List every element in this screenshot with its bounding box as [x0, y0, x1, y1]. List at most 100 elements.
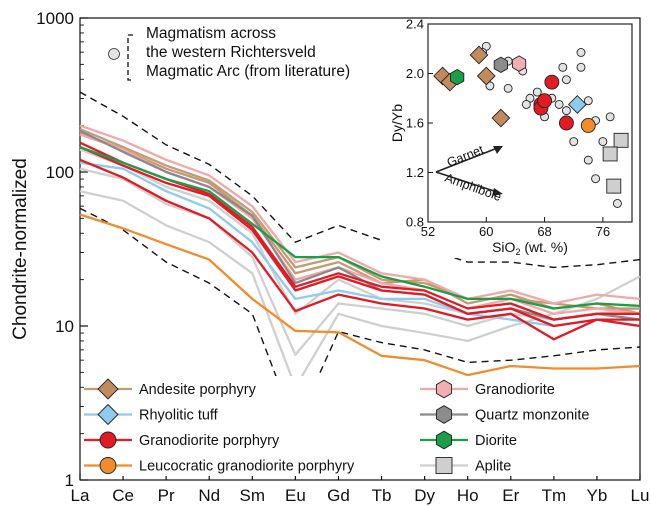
- inset-point-literature-9: [554, 99, 564, 109]
- inset-point-andesite-porphyry-4: [476, 66, 496, 86]
- main-y-axis-label: Chondrite-normalized: [10, 158, 31, 340]
- inset-point-aplite-1: [613, 132, 629, 148]
- x-tick-label-tb: Tb: [372, 486, 392, 505]
- inset-point-literature-10: [558, 62, 568, 72]
- inset-point-andesite-porphyry-5: [491, 108, 511, 128]
- field-legend-dashed-bracket: [127, 34, 133, 81]
- inset-x-tick-label: 60: [479, 224, 493, 239]
- inset-x-tick-label: 76: [596, 224, 610, 239]
- series-line-rhyolitic-tuff-1: [79, 161, 641, 328]
- x-tick-label-eu: Eu: [285, 486, 306, 505]
- inset-point-literature-17: [583, 155, 593, 165]
- inset-point-literature-25: [561, 106, 571, 116]
- x-tick-label-sm: Sm: [240, 486, 266, 505]
- inset-x-axis-label: SiO2 (wt. %): [492, 239, 568, 257]
- garnet-arrow: [435, 146, 501, 173]
- legend-marker-aplite: [435, 457, 453, 474]
- x-tick-label-nd: Nd: [198, 486, 220, 505]
- inset-point-quartz-monzonite-1: [493, 56, 508, 74]
- inset-point-literature-5: [485, 81, 495, 91]
- legend-item-andesite-porphyry: Andesite porphyry: [84, 378, 257, 400]
- inset-point-aplite-3: [606, 178, 622, 194]
- amphibole-arrow: [435, 171, 501, 194]
- amphibole-arrowhead: [492, 188, 503, 196]
- field-legend-line-1: Magmatism across: [146, 25, 276, 42]
- inset-point-granodiorite-porphyry-4: [544, 74, 560, 90]
- x-tick-label-pr: Pr: [158, 486, 175, 505]
- inset-point-literature-6: [503, 83, 513, 93]
- field-legend-line-3: Magmatic Arc (from literature): [146, 63, 350, 80]
- legend-marker-granodiorite-porphyry: [99, 431, 117, 449]
- inset-point-literature-20: [598, 137, 608, 147]
- legend-label-quartz-monzonite: Quartz monzonite: [475, 408, 589, 424]
- legend-marker-rhyolitic-tuff: [97, 403, 119, 426]
- x-tick-label-dy: Dy: [414, 486, 435, 505]
- legend-marker-quartz-monzonite: [435, 405, 453, 424]
- legend-marker-diorite: [435, 430, 453, 450]
- inset-y-tick-label: 2.4: [406, 17, 424, 32]
- inset-point-literature-19: [612, 198, 622, 208]
- inset-point-granodiorite-porphyry-5: [558, 115, 574, 131]
- field-legend: Magmatism across the western Richtersvel…: [108, 25, 350, 81]
- inset-point-literature-16: [605, 112, 615, 122]
- inset-point-literature-13: [576, 48, 586, 57]
- series-legend-background: [88, 376, 628, 476]
- legend-item-leucocratic-granodiorite-porphyry: Leucocratic granodiorite porphyry: [84, 457, 355, 475]
- legend-item-aplite: Aplite: [420, 457, 511, 475]
- legend-label-granodiorite-porphyry: Granodiorite porphyry: [139, 433, 280, 449]
- inset-y-tick-label: 1.2: [406, 165, 424, 180]
- legend-label-diorite: Diorite: [475, 433, 517, 449]
- legend-item-granodiorite-porphyry: Granodiorite porphyry: [84, 431, 280, 449]
- inset-point-rhyolitic-tuff-1: [567, 95, 587, 114]
- field-envelope-lower: [79, 207, 641, 430]
- legend-marker-leucocratic-granodiorite-porphyry: [99, 457, 117, 474]
- series-line-granodiorite-porphyry-2: [79, 146, 640, 328]
- garnet-arrowhead: [493, 146, 503, 154]
- inset-x-tick-label: 52: [421, 224, 435, 239]
- inset-y-axis-label: Dy/Yb: [389, 104, 405, 142]
- series-line-granodiorite-porphyry-1: [79, 158, 641, 341]
- inset-point-literature-8: [521, 99, 531, 109]
- legend-item-rhyolitic-tuff: Rhyolitic tuff: [84, 403, 219, 426]
- x-tick-label-er: Er: [502, 486, 519, 505]
- legend-label-andesite-porphyry: Andesite porphyry: [139, 382, 257, 398]
- y-tick-label: 10: [55, 317, 74, 336]
- y-tick-label: 100: [46, 163, 74, 182]
- x-tick-label-ho: Ho: [457, 486, 479, 505]
- y-tick-label: 1: [65, 471, 74, 490]
- legend-label-rhyolitic-tuff: Rhyolitic tuff: [139, 408, 219, 424]
- inset-point-aplite-2: [602, 146, 618, 162]
- field-envelope-upper: [79, 91, 641, 269]
- inset-point-literature-18: [591, 174, 601, 184]
- inset-point-leucocratic-granodiorite-porphyry-1: [580, 118, 596, 133]
- inset-x-tick-label: 68: [537, 224, 551, 239]
- legend-marker-andesite-porphyry: [97, 378, 119, 400]
- inset-y-tick-label: 2.0: [406, 66, 424, 81]
- inset-y-tick-label: 1.6: [406, 116, 424, 131]
- x-tick-label-lu: Lu: [631, 486, 650, 505]
- legend-item-quartz-monzonite: Quartz monzonite: [420, 405, 589, 424]
- x-tick-label-gd: Gd: [327, 486, 350, 505]
- field-legend-line-2: the western Richtersveld: [146, 44, 316, 61]
- legend-label-aplite: Aplite: [475, 459, 511, 475]
- main-plot-frame: [79, 17, 641, 481]
- legend-marker-granodiorite: [435, 379, 453, 399]
- inset-point-granodiorite-1: [511, 55, 527, 72]
- legend-item-diorite: Diorite: [420, 430, 517, 450]
- legend-item-granodiorite: Granodiorite: [420, 379, 555, 399]
- inset-point-literature-11: [561, 75, 571, 85]
- x-tick-label-tm: Tm: [542, 486, 567, 505]
- x-tick-label-ce: Ce: [112, 486, 134, 505]
- inset-point-literature-21: [569, 137, 579, 147]
- y-tick-label: 1000: [36, 9, 74, 28]
- series-line-leucocratic-granodiorite-porphyry-1: [79, 213, 641, 377]
- series-line-diorite-1: [79, 146, 641, 310]
- inset-point-literature-12: [576, 62, 586, 72]
- series-line-andesite-porphyry-2: [79, 128, 640, 310]
- inset-y-tick-label: 0.8: [406, 215, 424, 230]
- series-line-granodiorite-1: [79, 124, 641, 305]
- x-tick-label-yb: Yb: [587, 486, 608, 505]
- inset-point-granodiorite-porphyry-3: [537, 93, 553, 109]
- x-tick-label-la: La: [71, 486, 90, 505]
